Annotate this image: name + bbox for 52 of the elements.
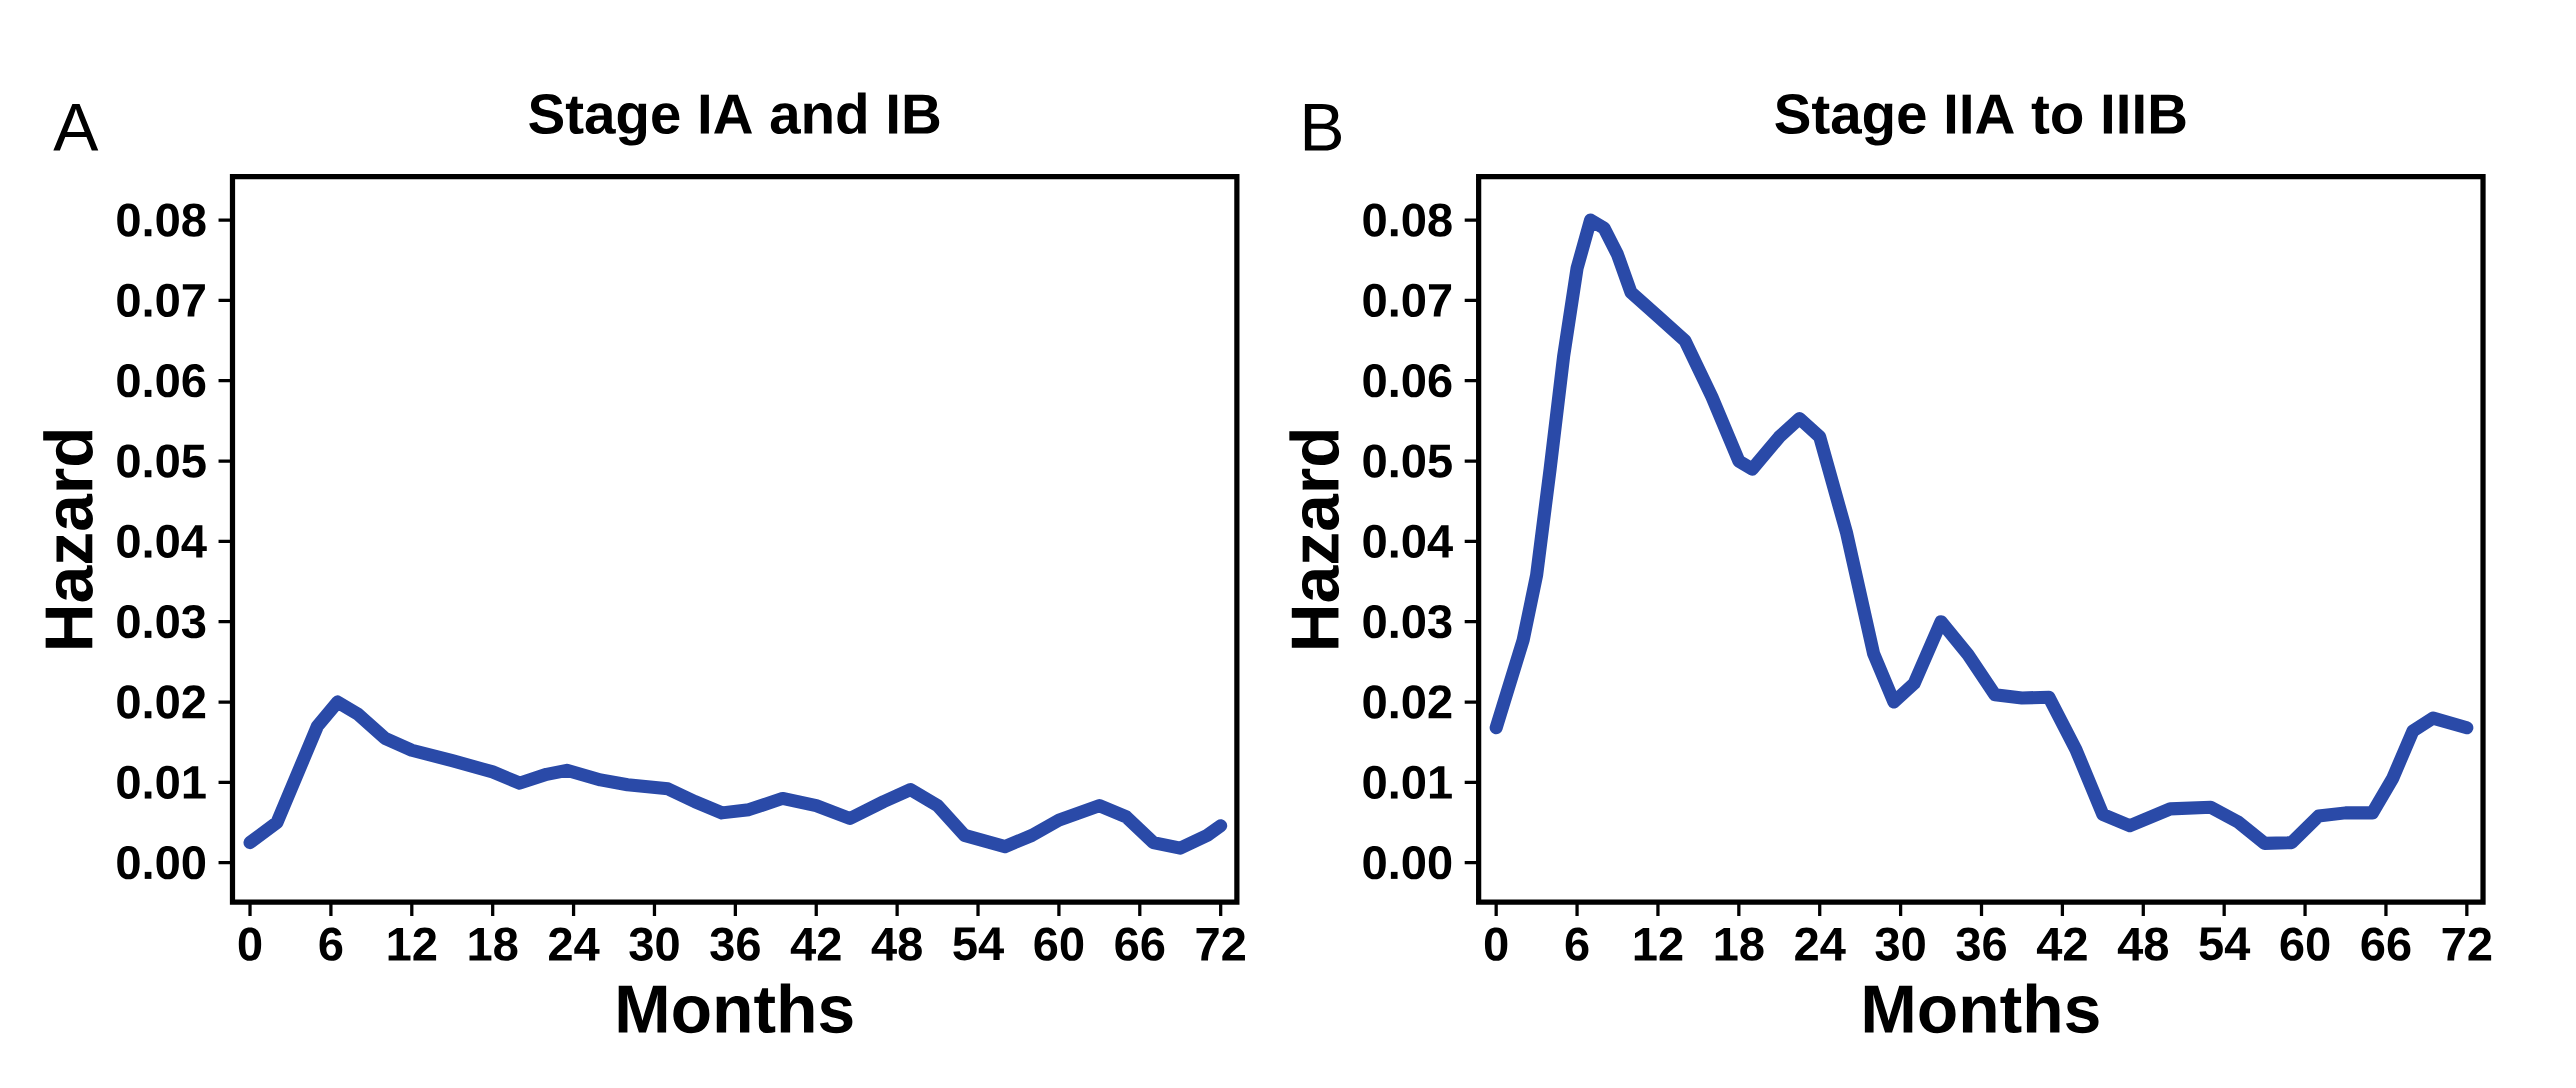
- x-tick-label: 54: [953, 927, 1004, 961]
- y-tick-label: 0.06: [117, 364, 206, 398]
- x-tick-label: 72: [1196, 927, 1245, 961]
- y-axis-title: Hazard: [1289, 430, 1340, 648]
- x-tick-label: 12: [1634, 927, 1683, 961]
- y-tick-label: 0.02: [1363, 685, 1452, 719]
- chart-title: Stage IA and IB: [529, 92, 940, 146]
- y-tick-label: 0.05: [117, 444, 206, 478]
- chart-title: Stage IIA to IIIB: [1775, 94, 2186, 146]
- x-tick-label: 72: [2442, 927, 2492, 961]
- x-tick-label: 6: [319, 927, 343, 961]
- x-tick-label: 42: [2036, 927, 2087, 961]
- x-tick-label: 48: [871, 927, 922, 961]
- y-tick-label: 0.02: [117, 685, 206, 719]
- y-tick-label: 0.08: [117, 203, 206, 237]
- x-tick-label: 0: [1484, 927, 1508, 961]
- x-tick-label: 6: [1565, 927, 1589, 961]
- x-tick-label: 18: [469, 927, 518, 961]
- x-axis-title: Months: [618, 983, 853, 1034]
- y-tick-label: 0.01: [117, 765, 206, 799]
- x-tick-label: 36: [710, 927, 760, 961]
- x-tick-label: 24: [1795, 927, 1846, 961]
- y-tick-label: 0.03: [117, 604, 206, 639]
- y-tick-label: 0.01: [1363, 765, 1452, 799]
- y-axis-title: Hazard: [43, 430, 93, 648]
- y-tick-label: 0.05: [1363, 444, 1452, 478]
- x-tick-label: 66: [1115, 927, 1165, 961]
- x-tick-label: 36: [1956, 927, 2006, 961]
- text: B: [1304, 103, 1341, 151]
- y-tick-label: 0.00: [1363, 846, 1452, 880]
- y-tick-label: 0.06: [1363, 364, 1452, 398]
- x-tick-label: 30: [1875, 927, 1925, 961]
- x-tick-label: 0: [238, 927, 262, 961]
- y-tick-label: 0.07: [117, 283, 205, 318]
- text: A: [53, 103, 99, 151]
- x-tick-label: 30: [629, 927, 679, 961]
- y-tick-label: 0.03: [1363, 604, 1452, 639]
- x-tick-label: 60: [1034, 927, 1084, 961]
- y-tick-label: 0.00: [117, 846, 206, 880]
- x-tick-label: 54: [2199, 927, 2251, 961]
- x-tick-label: 60: [2280, 927, 2330, 961]
- x-axis-title: Months: [1864, 983, 2099, 1034]
- x-tick-label: 42: [790, 927, 841, 961]
- x-tick-label: 66: [2361, 927, 2411, 961]
- x-tick-label: 18: [1715, 927, 1764, 961]
- y-tick-label: 0.04: [117, 524, 207, 559]
- x-tick-label: 48: [2117, 927, 2168, 961]
- y-tick-label: 0.04: [1363, 524, 1453, 559]
- y-tick-label: 0.07: [1363, 283, 1452, 318]
- x-tick-label: 24: [549, 927, 600, 961]
- y-tick-label: 0.08: [1363, 203, 1452, 237]
- x-tick-label: 12: [388, 927, 437, 961]
